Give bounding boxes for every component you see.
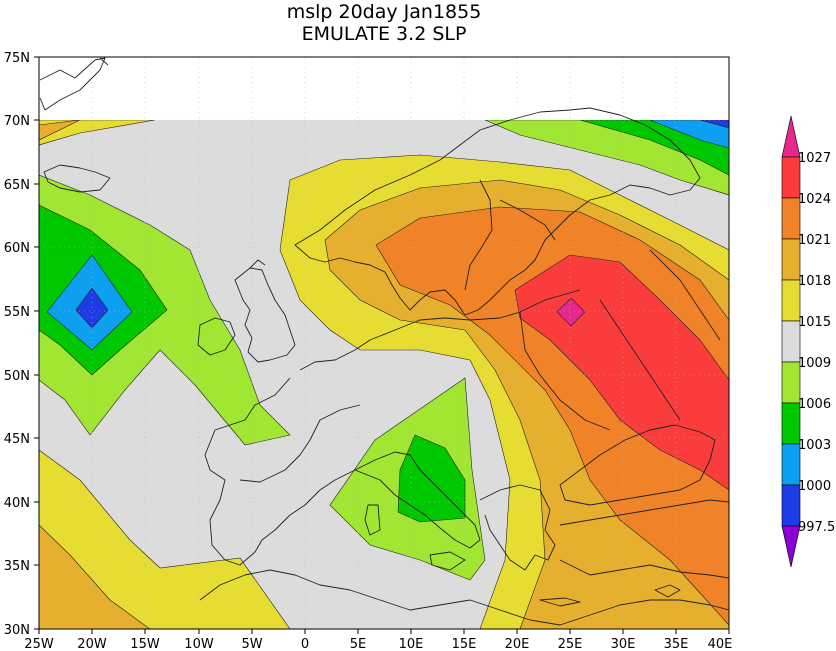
map-title-line2: EMULATE 3.2 SLP <box>302 23 467 45</box>
colorbar-label: 1000 <box>798 479 831 494</box>
colorbar-label: 1015 <box>798 315 831 330</box>
colorbar-label: 1003 <box>798 438 831 453</box>
colorbar-label: 1006 <box>798 397 831 412</box>
gridlines <box>39 57 729 629</box>
colorbar-label: 997.5 <box>798 520 835 535</box>
colorbar: 1027 1024 1021 1018 1015 1009 1006 1003 … <box>781 115 835 568</box>
filled-contours <box>39 120 729 629</box>
contour-band-1015-sw <box>39 449 291 629</box>
x-tick-label: 15E <box>452 637 477 651</box>
contour-band-997-arctic <box>699 120 729 129</box>
colorbar-label: 1027 <box>798 151 831 166</box>
colorbar-label: 1021 <box>798 233 831 248</box>
y-tick-label: 55N <box>4 305 30 320</box>
y-tick-label: 40N <box>4 496 30 511</box>
y-tick-label: 50N <box>4 369 30 384</box>
axis-ticks <box>34 56 730 634</box>
colorbar-lower-arrow <box>781 525 801 568</box>
y-tick-label: 35N <box>4 559 30 574</box>
x-tick-labels: 25W 20W 15W 10W 5W 0 5E 10E 15E 20E 25E … <box>24 637 732 651</box>
x-tick-label: 20W <box>77 637 107 651</box>
x-tick-label: 10W <box>184 637 214 651</box>
plot-frame <box>38 56 730 630</box>
x-tick-label: 5E <box>350 637 367 651</box>
y-tick-label: 60N <box>4 241 30 256</box>
x-tick-label: 10E <box>399 637 424 651</box>
colorbar-label: 1018 <box>798 274 831 289</box>
x-tick-label: 35E <box>664 637 689 651</box>
y-tick-label: 65N <box>4 178 30 193</box>
x-tick-label: 25E <box>558 637 583 651</box>
contour-band-1003-med <box>397 434 466 523</box>
map-title-line1: mslp 20day Jan1855 <box>287 1 482 23</box>
x-tick-label: 15W <box>130 637 160 651</box>
x-tick-label: 0 <box>301 637 309 651</box>
contour-band-1018-sw <box>39 524 151 629</box>
coastlines <box>39 57 729 626</box>
x-tick-label: 20E <box>505 637 530 651</box>
x-tick-label: 5W <box>241 637 262 651</box>
colorbar-label: 1024 <box>798 192 831 207</box>
contour-band-1000-arctic <box>649 120 729 149</box>
contour-band-1018-nw <box>39 120 81 141</box>
y-tick-label: 45N <box>4 432 30 447</box>
y-tick-label: 70N <box>4 114 30 129</box>
x-tick-label: 25W <box>24 637 54 651</box>
contour-band-1015-nw <box>39 120 156 146</box>
x-tick-label: 40E <box>708 637 733 651</box>
x-tick-label: 30E <box>611 637 636 651</box>
colorbar-label: 1009 <box>798 356 831 371</box>
y-tick-label: 75N <box>4 51 30 66</box>
y-tick-label: 30N <box>4 623 30 638</box>
contour-band-1027-east <box>556 297 586 327</box>
y-tick-labels: 30N 35N 40N 45N 50N 55N 60N 65N 70N 75N <box>4 51 30 638</box>
